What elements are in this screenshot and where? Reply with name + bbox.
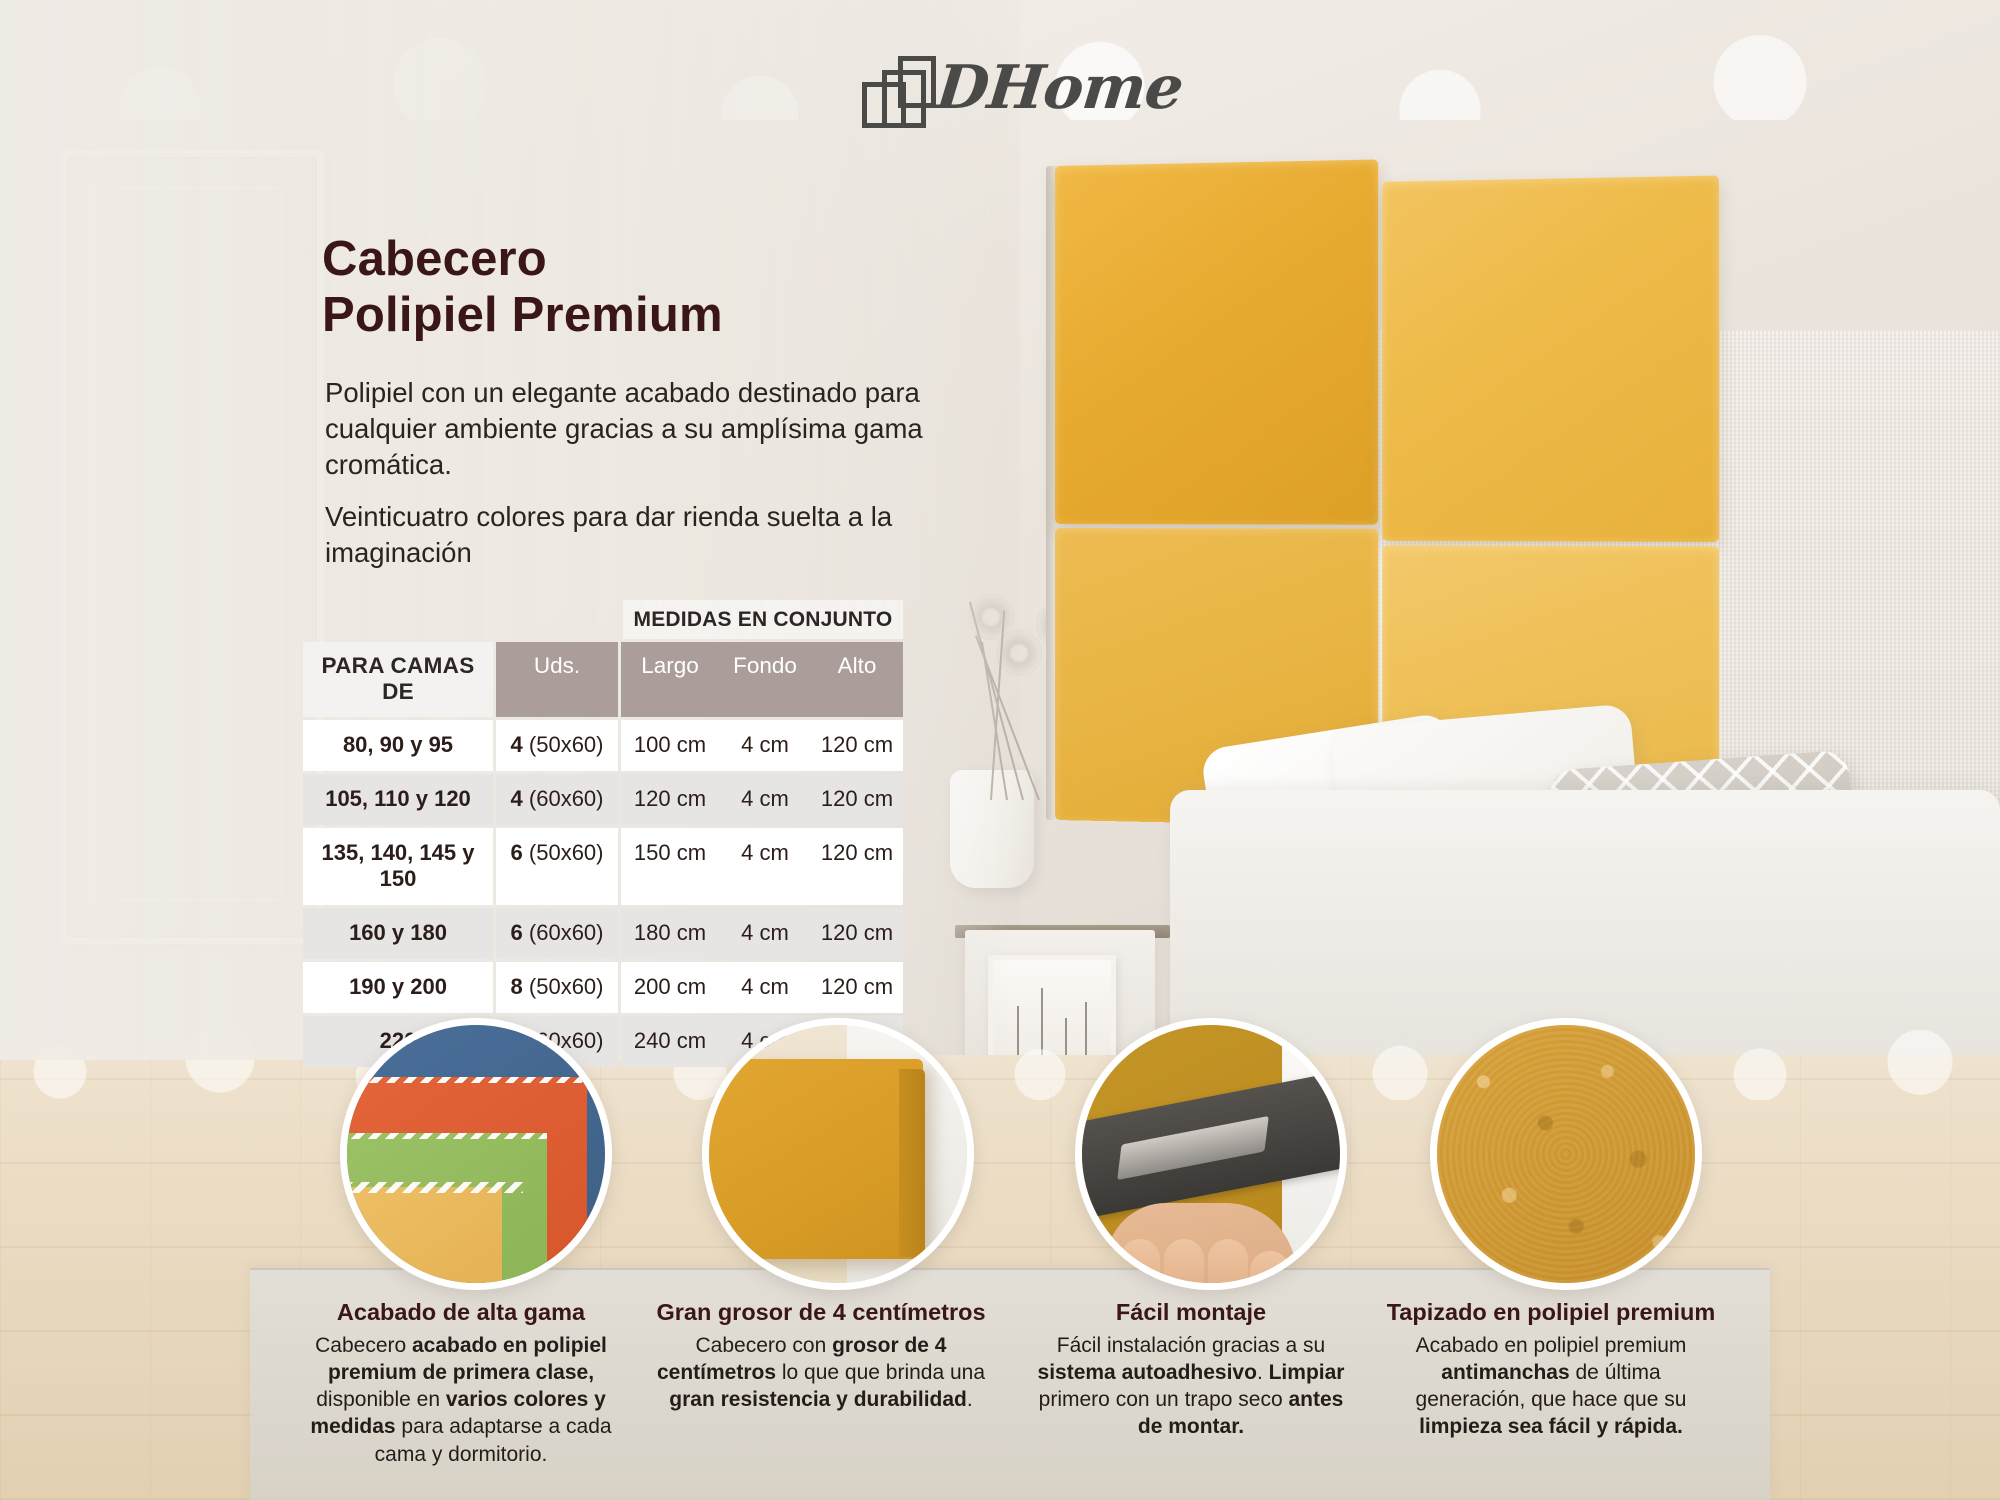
- cell-fondo: 4 cm: [719, 962, 811, 1013]
- table-row: 105, 110 y 120 4 (60x60) 120 cm 4 cm 120 cm: [303, 774, 903, 825]
- column-header-fondo: Fondo: [719, 642, 811, 717]
- leather-texture-icon: [1430, 1018, 1702, 1290]
- feature-image-row: [0, 1018, 2000, 1290]
- headboard-panel-top-right: [1382, 175, 1720, 543]
- cell-alto: 120 cm: [811, 908, 903, 959]
- cell-largo: 100 cm: [621, 720, 719, 771]
- cell-largo: 240 cm: [621, 1016, 719, 1067]
- title-line-2: Polipiel Premium: [322, 287, 723, 342]
- feature-4: Tapizado en polipiel premium Acabado en p…: [1386, 1298, 1716, 1441]
- cell-alto: 120 cm: [811, 962, 903, 1013]
- cell-alto: 120 cm: [811, 720, 903, 771]
- size-table: MEDIDAS EN CONJUNTO PARA CAMAS DE Uds. L…: [303, 600, 903, 1067]
- cell-fondo: 4 cm: [719, 828, 811, 905]
- feature-title: Acabado de alta gama: [336, 1299, 586, 1325]
- table-body: 80, 90 y 95 4 (50x60) 100 cm 4 cm 120 cm 105,…: [303, 720, 903, 1067]
- table-group-header: MEDIDAS EN CONJUNTO: [623, 600, 903, 639]
- brand-name: DHome: [932, 53, 1186, 123]
- feature-caption-row: Acabado de alta gama Cabecero acabado en …: [0, 1298, 2000, 1498]
- fabric-swatches-icon: [340, 1018, 612, 1290]
- feature-title: Tapizado en polipiel premium: [1386, 1299, 1716, 1325]
- column-header-units: Uds.: [496, 642, 618, 717]
- table-row: 160 y 180 6 (60x60) 180 cm 4 cm 120 cm: [303, 908, 903, 959]
- feature-1: Acabado de alta gama Cabecero acabado en …: [296, 1298, 626, 1468]
- cell-units: 4 (60x60): [496, 774, 618, 825]
- feature-3: Fácil montaje Fácil instalación gracias a…: [1026, 1298, 1356, 1441]
- feature-body: Fácil instalación gracias a su sistema a…: [1037, 1334, 1345, 1439]
- cell-units: 4 (50x60): [496, 720, 618, 771]
- product-description: Polipiel con un elegante acabado destina…: [325, 375, 925, 587]
- cell-beds: 190 y 200: [303, 962, 493, 1013]
- description-paragraph-1: Polipiel con un elegante acabado destina…: [325, 377, 923, 481]
- cell-beds: 80, 90 y 95: [303, 720, 493, 771]
- cell-beds: 105, 110 y 120: [303, 774, 493, 825]
- feature-2: Gran grosor de 4 centímetros Cabecero con…: [656, 1298, 986, 1413]
- column-header-alto: Alto: [811, 642, 903, 717]
- group-header-spacer: [303, 600, 623, 639]
- cell-largo: 120 cm: [621, 774, 719, 825]
- cell-units: 6 (50x60): [496, 828, 618, 905]
- table-row: 80, 90 y 95 4 (50x60) 100 cm 4 cm 120 cm: [303, 720, 903, 771]
- cell-alto: 120 cm: [811, 774, 903, 825]
- cell-largo: 200 cm: [621, 962, 719, 1013]
- title-line-1: Cabecero: [322, 232, 547, 286]
- column-header-beds: PARA CAMAS DE: [303, 642, 493, 717]
- cell-units: 6 (60x60): [496, 908, 618, 959]
- feature-body: Cabecero con grosor de 4 centímetros lo …: [656, 1334, 986, 1412]
- page-title: Cabecero Polipiel Premium: [322, 232, 962, 344]
- cell-units: 8 (50x60): [496, 962, 618, 1013]
- table-row: 135, 140, 145 y 150 6 (50x60) 150 cm 4 cm 12…: [303, 828, 903, 905]
- cell-largo: 150 cm: [621, 828, 719, 905]
- self-adhesive-mounting-icon: [1075, 1018, 1347, 1290]
- cell-beds: 160 y 180: [303, 908, 493, 959]
- table-header-row: PARA CAMAS DE Uds. Largo Fondo Alto: [303, 642, 903, 717]
- table-row: 190 y 200 8 (50x60) 200 cm 4 cm 120 cm: [303, 962, 903, 1013]
- brand-logo: DHome: [862, 48, 1186, 128]
- feature-title: Fácil montaje: [1115, 1299, 1267, 1325]
- feature-title: Gran grosor de 4 centímetros: [656, 1299, 986, 1325]
- cell-alto: 120 cm: [811, 828, 903, 905]
- cell-largo: 180 cm: [621, 908, 719, 959]
- column-header-largo: Largo: [621, 642, 719, 717]
- overlapping-frames-logo-icon: [862, 56, 936, 128]
- cell-fondo: 4 cm: [719, 720, 811, 771]
- feature-body: Acabado en polipiel premium antimanchas …: [1415, 1334, 1687, 1439]
- headboard-panel-top-left: [1055, 159, 1379, 525]
- cell-fondo: 4 cm: [719, 908, 811, 959]
- cell-beds: 135, 140, 145 y 150: [303, 828, 493, 905]
- rug: [250, 1270, 1770, 1500]
- feature-body: Cabecero acabado en polipiel premium de …: [310, 1334, 612, 1466]
- table-group-header-row: MEDIDAS EN CONJUNTO: [303, 600, 903, 639]
- description-paragraph-2: Veinticuatro colores para dar rienda sue…: [325, 501, 893, 569]
- panel-thickness-icon: [702, 1018, 974, 1290]
- cell-fondo: 4 cm: [719, 774, 811, 825]
